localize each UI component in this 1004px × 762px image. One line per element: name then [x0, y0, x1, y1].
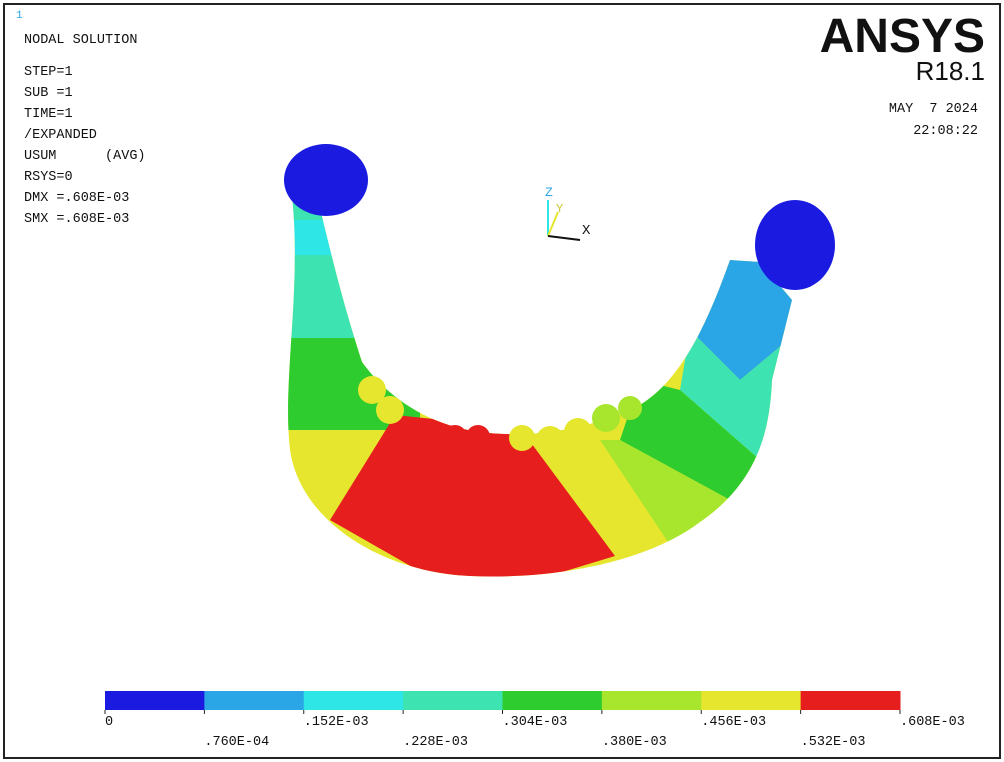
info-line: DMX =.608E-03: [24, 191, 129, 206]
triad-z: Z: [545, 185, 553, 200]
legend-swatch: [800, 691, 901, 710]
legend-label: .380E-03: [602, 735, 667, 750]
legend-swatch: [105, 691, 205, 710]
right-condyle: [755, 200, 835, 290]
info-line: TIME=1: [24, 107, 73, 122]
left-condyle: [284, 144, 368, 216]
legend-swatch: [502, 691, 603, 710]
legend-label: .304E-03: [503, 715, 568, 730]
legend-swatch: [601, 691, 702, 710]
logo: ANSYS: [820, 10, 985, 63]
info-line: /EXPANDED: [24, 128, 97, 143]
triad-x: X: [582, 223, 591, 239]
legend-label: .228E-03: [403, 735, 468, 750]
legend: 0 .760E-04 .152E-03 .228E-03 .304E-03 .380E-0…: [104, 691, 965, 750]
info-line: RSYS=0: [24, 170, 73, 185]
info-line: SMX =.608E-03: [24, 212, 129, 227]
triad-y: Y: [556, 202, 563, 216]
info-block: NODAL SOLUTION STEP=1 SUB =1 TIME=1/EXPANDE…: [24, 33, 146, 227]
legend-swatch: [701, 691, 802, 710]
legend-label: .456E-03: [701, 715, 766, 730]
time: 22:08:22: [913, 124, 978, 139]
info-line: STEP=1: [24, 65, 73, 80]
legend-label: .608E-03: [900, 715, 965, 730]
legend-swatch: [204, 691, 305, 710]
version: R18.1: [916, 56, 985, 86]
legend-label: .152E-03: [304, 715, 369, 730]
frame: [3, 3, 1001, 759]
axis-triad: Z Y X: [545, 185, 591, 241]
legend-swatch: [303, 691, 404, 710]
window-number: 1: [16, 10, 23, 22]
info-line: NODAL SOLUTION: [24, 33, 137, 48]
legend-label: .532E-03: [801, 735, 866, 750]
legend-swatch: [403, 691, 503, 710]
teeth: [358, 376, 642, 454]
info-line: SUB =1: [24, 86, 73, 101]
legend-label: 0: [105, 715, 113, 730]
legend-label: .760E-04: [204, 735, 269, 750]
info-line: USUM (AVG): [24, 149, 146, 164]
date: MAY 7 2024: [889, 102, 978, 117]
